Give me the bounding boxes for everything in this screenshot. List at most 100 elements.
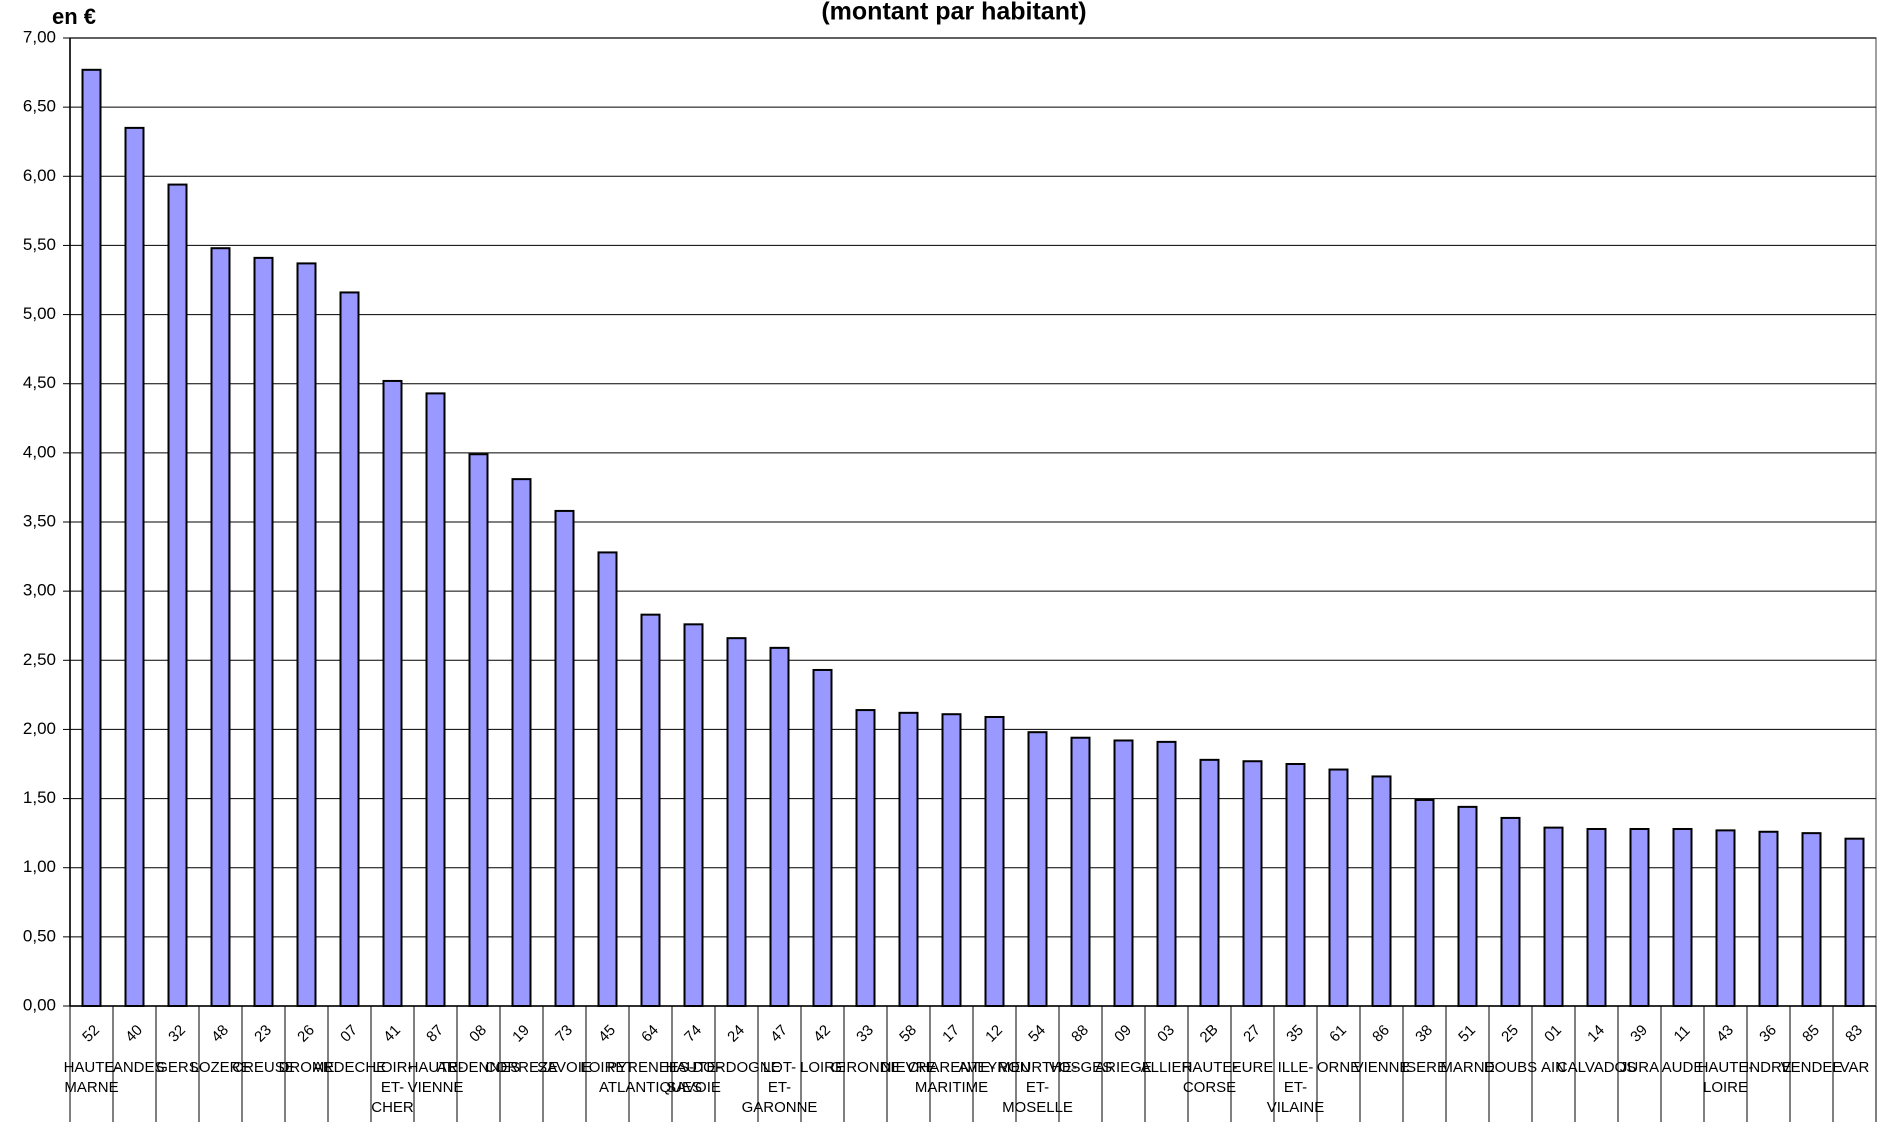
x-tick-label-line: VILAINE — [1267, 1099, 1325, 1116]
bar — [1500, 816, 1521, 1008]
y-tick-label: 2,00 — [23, 719, 56, 738]
x-tick-label: GIRONDE — [830, 1059, 900, 1076]
x-tick-label: ISERE — [1402, 1059, 1447, 1076]
category-code: 48 — [208, 1022, 232, 1046]
bar — [81, 68, 102, 1007]
x-tick-label: HAUTE- SAVOIE — [666, 1059, 722, 1096]
y-tick-label: 5,50 — [23, 235, 56, 254]
x-tick-label-line: ET- — [381, 1079, 404, 1096]
bar — [1070, 736, 1091, 1007]
category-code: 52 — [79, 1022, 103, 1046]
category-code: 27 — [1240, 1022, 1264, 1046]
x-tick-label: VOSGES — [1049, 1059, 1112, 1076]
bar — [1457, 805, 1478, 1008]
x-tick-label-line: PYRENEES- — [607, 1059, 694, 1076]
bar — [167, 183, 188, 1007]
x-tick-label-line: HAUTE- — [408, 1059, 464, 1076]
y-tick-label: 1,00 — [23, 857, 56, 876]
x-tick-label: AUDE — [1662, 1059, 1704, 1076]
x-tick-label-line: HAUTE- — [1182, 1059, 1238, 1076]
bar — [1586, 827, 1607, 1007]
category-code: 43 — [1713, 1022, 1737, 1046]
y-tick-label: 0,50 — [23, 926, 56, 945]
x-tick-label: CHARENTE- MARITIME — [908, 1059, 996, 1096]
x-tick-label: PYRENEES- ATLANTIQUES — [599, 1059, 702, 1096]
bar — [554, 509, 575, 1007]
y-tick-label: 5,00 — [23, 304, 56, 323]
bar — [1371, 775, 1392, 1008]
category-code: 39 — [1627, 1022, 1651, 1046]
x-tick-label: EURE — [1232, 1059, 1274, 1076]
y-tick-label: 0,00 — [23, 995, 56, 1014]
x-tick-label-line: ILLE- — [1278, 1059, 1314, 1076]
x-tick-label: CREUSE — [232, 1059, 295, 1076]
bar — [855, 709, 876, 1007]
x-tick-label: ARDECHE — [313, 1059, 386, 1076]
category-code: 61 — [1326, 1022, 1350, 1046]
x-tick-label-line: MARNE — [64, 1079, 118, 1096]
x-tick-label: ORNE — [1317, 1059, 1360, 1076]
x-tick-label-line: ATLANTIQUES — [599, 1079, 702, 1096]
chart-title: (montant par habitant) — [821, 0, 1086, 26]
x-tick-label-line: CORSE — [1183, 1079, 1236, 1096]
bar — [769, 646, 790, 1008]
x-tick-label: SAVOIE — [537, 1059, 592, 1076]
x-tick-label: DROME — [279, 1059, 335, 1076]
x-tick-label: ALLIER — [1141, 1059, 1193, 1076]
bar — [296, 262, 317, 1007]
x-tick-label: DOUBS — [1484, 1059, 1537, 1076]
bar — [124, 126, 145, 1007]
x-tick-label: LOZERE — [190, 1059, 250, 1076]
y-tick-label: 6,00 — [23, 166, 56, 185]
x-tick-label-line: LOIR- — [372, 1059, 412, 1076]
category-code: 03 — [1154, 1022, 1178, 1046]
category-code: 64 — [638, 1022, 662, 1046]
bar — [812, 668, 833, 1007]
category-code: 73 — [552, 1022, 576, 1046]
x-tick-label: AIN — [1541, 1059, 1566, 1076]
category-code: 74 — [681, 1022, 705, 1046]
bar — [1199, 758, 1220, 1008]
y-tick-label: 6,50 — [23, 97, 56, 116]
bar — [253, 256, 274, 1008]
category-code: 36 — [1756, 1022, 1780, 1046]
x-tick-label: DORDOGNE — [692, 1059, 780, 1076]
category-code: 33 — [853, 1022, 877, 1046]
category-code: 41 — [380, 1022, 404, 1046]
x-tick-label: MEURTHE- ET- MOSELLE — [998, 1059, 1077, 1116]
category-code: 08 — [466, 1022, 490, 1046]
bar — [210, 247, 231, 1008]
x-tick-label: CORREZE — [485, 1059, 558, 1076]
y-tick-label: 4,00 — [23, 442, 56, 461]
bar — [1543, 826, 1564, 1008]
x-tick-label-line: SAVOIE — [666, 1079, 721, 1096]
bar — [1242, 760, 1263, 1008]
y-tick-label: 3,00 — [23, 581, 56, 600]
bar — [1285, 763, 1306, 1007]
category-code: 35 — [1283, 1022, 1307, 1046]
x-tick-label-line: MARITIME — [915, 1079, 988, 1096]
bar — [1844, 837, 1865, 1007]
x-tick-label: LANDES — [104, 1059, 164, 1076]
x-tick-label-line: HAUTE- — [666, 1059, 722, 1076]
x-tick-label: LOIRE — [800, 1059, 845, 1076]
x-tick-label-line: LOT- — [763, 1059, 796, 1076]
y-tick-label: 2,50 — [23, 650, 56, 669]
y-tick-label: 3,50 — [23, 511, 56, 530]
x-tick-label: LOIRET — [580, 1059, 634, 1076]
category-code: 40 — [122, 1022, 146, 1046]
category-code: 2B — [1197, 1021, 1222, 1046]
bar — [1629, 827, 1650, 1007]
bar — [941, 713, 962, 1008]
x-tick-label: MARNE — [1440, 1059, 1494, 1076]
bar — [425, 392, 446, 1007]
category-code: 19 — [509, 1022, 533, 1046]
bar — [339, 291, 360, 1007]
category-code: 26 — [294, 1022, 318, 1046]
y-tick-label: 1,50 — [23, 788, 56, 807]
bar — [382, 379, 403, 1008]
bar — [511, 478, 532, 1008]
y-axis-label: en € — [52, 4, 96, 29]
bar — [597, 551, 618, 1007]
